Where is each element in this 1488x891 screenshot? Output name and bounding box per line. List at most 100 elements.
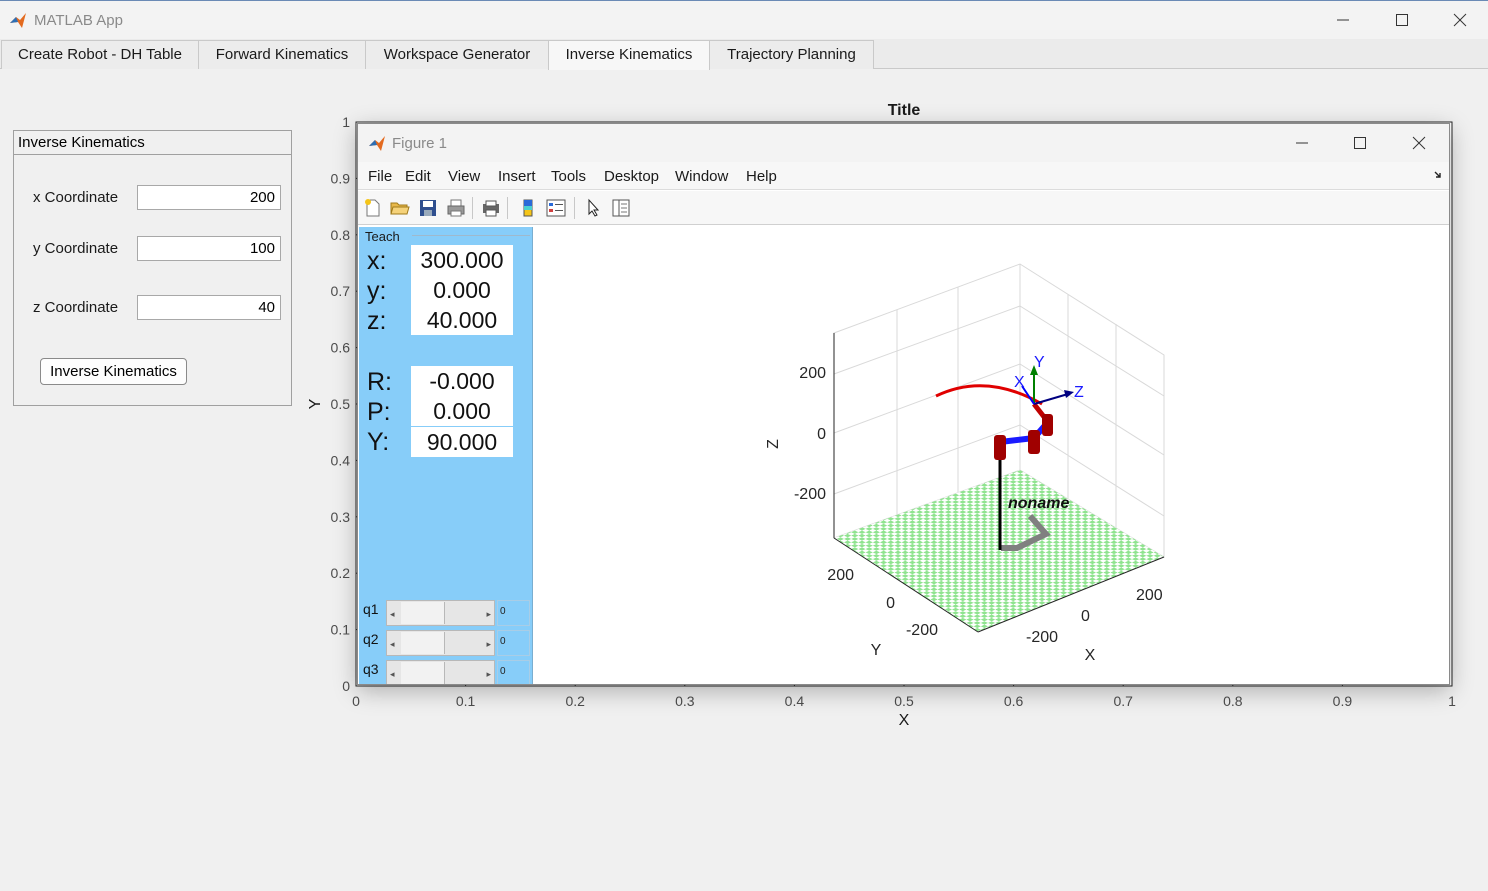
- y-tick-label: 0.8: [331, 227, 351, 243]
- frame-z-axis: [1033, 393, 1069, 405]
- tab-forward-kinematics[interactable]: Forward Kinematics: [198, 40, 366, 69]
- teach-x-label: x:: [367, 247, 387, 275]
- y-tick-label: 200: [827, 567, 854, 584]
- joint-q1-slider[interactable]: ◂ ▸: [386, 600, 495, 626]
- panel-title: Inverse Kinematics: [14, 131, 291, 155]
- minimize-button[interactable]: [1314, 1, 1372, 39]
- y-tick-label: 0.6: [331, 340, 351, 356]
- pointer-button[interactable]: [581, 196, 605, 220]
- figure-minimize-button[interactable]: [1273, 124, 1331, 162]
- open-folder-icon: [390, 202, 410, 215]
- slider-right-arrow-icon[interactable]: ▸: [486, 609, 491, 619]
- slider-right-arrow-icon[interactable]: ▸: [486, 639, 491, 649]
- slider-thumb[interactable]: [401, 602, 445, 624]
- joint-q3-value[interactable]: 0: [497, 660, 530, 684]
- maximize-button[interactable]: [1373, 1, 1431, 39]
- y-tick-label: 0.4: [331, 452, 351, 468]
- figure-window: Figure 1 File Edit View Insert Tools Des…: [357, 123, 1450, 685]
- property-editor-icon: [612, 199, 630, 217]
- menu-desktop[interactable]: Desktop: [604, 168, 660, 185]
- y-tick-label: -200: [906, 622, 938, 639]
- frame-z-arrow: [1064, 390, 1074, 398]
- y-tick-label: 0.7: [331, 283, 351, 299]
- menu-edit[interactable]: Edit: [405, 168, 431, 185]
- toolbar-separator: [574, 197, 575, 219]
- teach-pitch-label: P:: [367, 398, 391, 426]
- new-file-icon: [365, 199, 380, 217]
- new-file-button[interactable]: [361, 196, 385, 220]
- x-tick-label: 0.2: [565, 693, 585, 709]
- print-preview-icon: [483, 200, 499, 217]
- frame-z-label: Z: [1074, 384, 1084, 401]
- teach-roll-value: -0.000: [411, 366, 513, 396]
- close-icon: [1453, 13, 1467, 27]
- figure-title: Figure 1: [392, 135, 448, 152]
- slider-left-arrow-icon[interactable]: ◂: [390, 639, 395, 649]
- colorbar-button[interactable]: [516, 196, 540, 220]
- z-coordinate-label: z Coordinate: [33, 299, 119, 316]
- teach-yaw-label: Y:: [367, 428, 390, 456]
- tab-inverse-kinematics[interactable]: Inverse Kinematics: [548, 40, 710, 70]
- x-tick-label: 0.8: [1223, 693, 1243, 709]
- robot-joint-2: [1028, 430, 1040, 454]
- axes-xlabel: X: [899, 712, 910, 729]
- slider-right-arrow-icon[interactable]: ▸: [486, 669, 491, 679]
- z-coordinate-input[interactable]: 40: [137, 295, 281, 320]
- joint-q2-value[interactable]: 0: [497, 630, 530, 656]
- x-tick-label: 0: [352, 693, 360, 709]
- robot-3d-plot[interactable]: 200 0 -200 Z 200 0 -200 Y 200 0 -200 X Y…: [358, 124, 1450, 685]
- teach-yaw-value: 90.000: [411, 427, 513, 457]
- figure-titlebar: Figure 1: [358, 124, 1449, 162]
- axes-ylabel: Y: [307, 398, 324, 409]
- dock-arrow-icon[interactable]: [1434, 170, 1444, 180]
- x-coordinate-input[interactable]: 200: [137, 185, 281, 210]
- menu-file[interactable]: File: [368, 168, 393, 185]
- menu-window[interactable]: Window: [675, 168, 729, 185]
- x-tick-label: 0.6: [1004, 693, 1024, 709]
- z-axis-label: Z: [765, 439, 782, 449]
- inverse-kinematics-button[interactable]: Inverse Kinematics: [40, 358, 187, 385]
- save-icon: [420, 200, 436, 216]
- menu-help[interactable]: Help: [746, 168, 777, 185]
- figure-maximize-button[interactable]: [1331, 124, 1389, 162]
- menu-tools[interactable]: Tools: [551, 168, 587, 185]
- slider-left-arrow-icon[interactable]: ◂: [390, 669, 395, 679]
- menu-insert[interactable]: Insert: [498, 168, 536, 185]
- slider-left-arrow-icon[interactable]: ◂: [390, 609, 395, 619]
- joint-q3-slider[interactable]: ◂ ▸: [386, 660, 495, 684]
- y-tick-label: 1: [342, 114, 350, 130]
- x-tick-label: 1: [1448, 693, 1456, 709]
- save-button[interactable]: [416, 196, 440, 220]
- joint-q1-value[interactable]: 0: [497, 600, 530, 626]
- menu-view[interactable]: View: [448, 168, 481, 185]
- open-button[interactable]: [388, 196, 412, 220]
- y-tick-label: 0.3: [331, 509, 351, 525]
- legend-button[interactable]: [544, 196, 568, 220]
- y-tick-label: 0.2: [331, 565, 351, 581]
- print-button[interactable]: [444, 196, 468, 220]
- frame-y-label: Y: [1034, 354, 1045, 371]
- x-tick-label: 200: [1136, 587, 1163, 604]
- teach-title: Teach: [365, 229, 400, 244]
- app-title: MATLAB App: [34, 12, 123, 29]
- frame-y-arrow: [1030, 365, 1038, 375]
- figure-close-button[interactable]: [1390, 124, 1448, 162]
- slider-thumb[interactable]: [401, 632, 445, 654]
- x-tick-label: 0.4: [785, 693, 805, 709]
- tab-trajectory-planning[interactable]: Trajectory Planning: [709, 40, 874, 69]
- z-tick-label: 0: [817, 426, 826, 443]
- colorbar-icon: [523, 199, 533, 217]
- tab-workspace-generator[interactable]: Workspace Generator: [365, 40, 549, 69]
- slider-thumb[interactable]: [401, 662, 445, 684]
- tab-create-robot[interactable]: Create Robot - DH Table: [1, 40, 199, 69]
- property-editor-button[interactable]: [609, 196, 633, 220]
- y-coordinate-input[interactable]: 100: [137, 236, 281, 261]
- close-button[interactable]: [1431, 1, 1488, 39]
- joint-q2-slider[interactable]: ◂ ▸: [386, 630, 495, 656]
- x-tick-label: 0.5: [894, 693, 914, 709]
- frame-x-label: X: [1014, 374, 1025, 391]
- teach-panel: Teach x: 300.000 y: 0.000 z: 40.000 R: -…: [359, 227, 533, 684]
- figure-toolbar: [358, 191, 1449, 225]
- print-preview-button[interactable]: [479, 196, 503, 220]
- robot-joint-3: [1042, 414, 1053, 436]
